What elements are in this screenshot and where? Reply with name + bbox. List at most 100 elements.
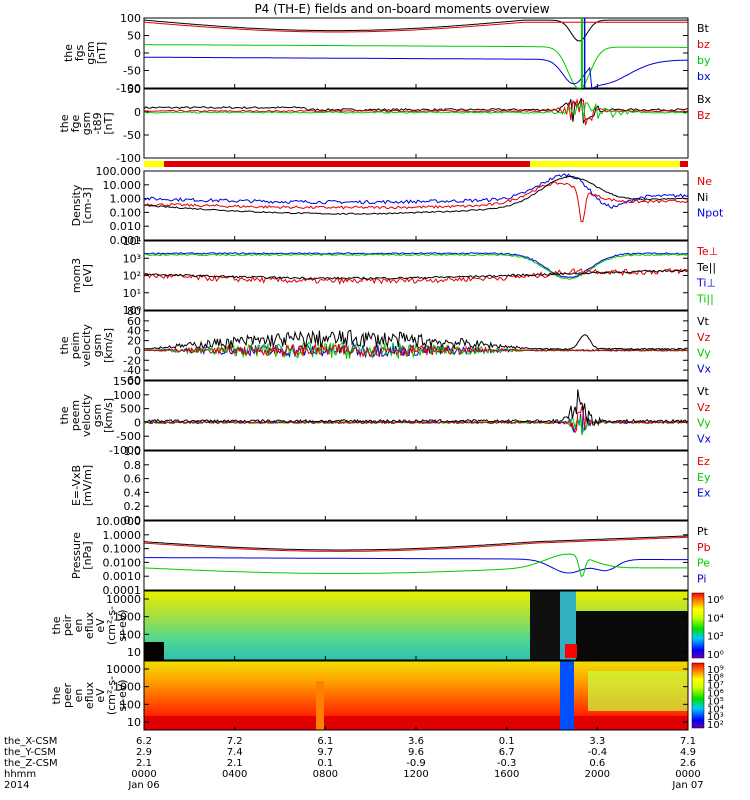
ephem-0-value-3: 3.6 [408, 736, 424, 747]
efield-legend-ex: Ex [697, 487, 711, 500]
efield-ytick-label-3: 0.4 [124, 486, 142, 499]
ephem-0-value-2: 6.1 [317, 736, 333, 747]
peir_spectrogram-colorbar-tick-0: 10⁶ [707, 595, 724, 606]
peir_spectrogram-ylabel-line-3: eflux [83, 611, 96, 639]
ephem-label-2: the_Z-CSM [4, 758, 58, 769]
peir_spectrogram-ylabel-line-5: (cm²-s- [105, 606, 118, 645]
ephem-2-value-5: 0.6 [589, 758, 605, 769]
peim_velocity-legend-vt: Vt [697, 315, 710, 328]
density-legend-ne: Ne [697, 175, 712, 188]
fgs-ytick-label-4: -100 [116, 82, 141, 95]
peir-black-block-2 [575, 611, 688, 660]
ephem-0-value-6: 7.1 [680, 736, 696, 747]
fge-ytick-label-2: -50 [123, 129, 141, 142]
trace-ne [143, 181, 689, 222]
peer-red-floor [144, 716, 688, 730]
trace-by [144, 44, 688, 89]
ephem-1-value-2: 9.7 [317, 747, 333, 758]
peem_velocity-ylabel-line-1: peem [69, 400, 82, 431]
peir_spectrogram-ytick-label-3: 10 [127, 646, 141, 659]
temperature-ytick-label-4: 10⁰ [123, 304, 142, 317]
peer_spectrogram-colorbar-tick-1: 10⁸ [707, 673, 724, 684]
peer_spectrogram-colorbar-tick-4: 10⁵ [707, 696, 724, 707]
trace-ti-perp [143, 252, 689, 278]
trace-bz [143, 21, 688, 33]
peer_spectrogram-ytick-label-0: 10000 [106, 663, 141, 676]
efield-ytick-label-0: 1.0 [124, 445, 142, 458]
peer-orange-stripe [316, 681, 324, 730]
panel-efield: 1.00.80.60.40.20.0 E=-VxB[mV/m] Ez Ey Ex [70, 445, 711, 527]
efield-ylabel: E=-VxB[mV/m] [70, 465, 94, 506]
ephem-label-3: hhmm [4, 769, 36, 780]
peer_spectrogram-colorbar [691, 662, 705, 729]
fge-ytick-label-3: -100 [116, 152, 141, 165]
panels-group: 100500-50-100thefgsgsm[nT]Btbzbybx500-50… [50, 12, 724, 731]
peim_velocity-ylabel-line-0: the [58, 336, 71, 354]
efield-ylabel-line-0: E=-VxB [70, 465, 83, 506]
trace-peim-vz [144, 342, 689, 359]
peer_spectrogram-colorbar-tick-0: 10⁹ [707, 665, 724, 676]
fgs-ytick-label-1: 50 [127, 30, 141, 43]
trace-ti-par [143, 253, 689, 280]
peim_velocity-ytick-label-7: -60 [123, 374, 141, 387]
density-traces [143, 173, 689, 222]
panel-peer_spectrogram: 10⁹10⁸10⁷10⁶10⁵10⁴10³10²10000100010010th… [50, 660, 724, 731]
mode-bar-yellow-left [144, 161, 164, 167]
ephem-3-value-5: 2000 [585, 769, 610, 780]
temperature-traces [143, 252, 689, 286]
peir-black-low-left [144, 642, 164, 660]
temperature-legend-ti⊥: Ti⊥ [696, 277, 716, 290]
ephem-3-value-0: 0000 [131, 769, 156, 780]
peir_spectrogram-ylabel-line-6: sr-eV) [116, 609, 129, 641]
peir_spectrogram-ylabel-line-1: peir [61, 614, 74, 636]
trace-pt [143, 535, 689, 551]
peer_spectrogram-colorbar-tick-7: 10² [707, 720, 724, 731]
peer_spectrogram-colorbar-tick-3: 10⁶ [707, 689, 724, 700]
ephem-label-1: the_Y-CSM [4, 747, 56, 758]
density-ytick-label-5: 0.001 [110, 234, 142, 247]
fgs-ylabel-line-2: gsm [84, 41, 97, 64]
ephem-3-value-3: 1200 [403, 769, 428, 780]
peim_velocity-ytick-label-5: -20 [123, 354, 141, 367]
peem_velocity-ytick-label-2: 500 [120, 403, 141, 416]
pressure-traces [143, 535, 689, 578]
peir_spectrogram-ylabel-line-4: eV [94, 618, 107, 633]
peim_velocity-legend-vx: Vx [697, 362, 712, 375]
density-ytick-label-0: 100.000 [96, 165, 142, 178]
peer_spectrogram-ytick-label-3: 10 [127, 716, 141, 729]
efield-ytick-label-1: 0.8 [124, 459, 142, 472]
temperature-ytick-label-0: 10⁴ [123, 235, 142, 248]
pressure-legend-pe: Pe [697, 557, 710, 570]
peim_velocity-ylabel-line-1: peim [69, 332, 82, 360]
ephem-2-value-3: -0.9 [406, 758, 426, 769]
ephem-0-value-4: 0.1 [499, 736, 515, 747]
ephem-1-value-1: 7.4 [227, 747, 243, 758]
mode-bar-red [164, 161, 530, 167]
peim_velocity-ylabel-line-2: velocity [80, 324, 93, 367]
ephem-3-value-2: 0800 [313, 769, 338, 780]
ephemeris-table: the_X-CSM 6.2 7.2 6.1 3.6 0.1 3.3 7.1 the_Y-CSM 2… [4, 736, 704, 791]
ephem-1-value-5: -0.4 [588, 747, 608, 758]
trace-fge-bx [143, 97, 689, 125]
pressure-ytick-label-4: 0.0010 [103, 570, 142, 583]
fgs-ylabel-line-3: [nT] [95, 42, 108, 64]
peir-black-block-1 [530, 591, 560, 660]
peem_velocity-traces [143, 389, 689, 436]
trace-peem-vt [143, 389, 689, 427]
ephem-2-value-0: 2.1 [136, 758, 152, 769]
pressure-ytick-label-2: 0.1000 [103, 543, 142, 556]
temperature-ytick-label-2: 10² [123, 270, 141, 283]
temperature-ylabel-line-1: [eV] [81, 264, 94, 287]
peer_spectrogram-ytick-label-2: 100 [120, 698, 141, 711]
peer_spectrogram-ylabel-line-1: peer [61, 683, 74, 709]
ephem-1-value-6: 4.9 [680, 747, 696, 758]
peem_velocity-ytick-label-4: -500 [116, 430, 141, 443]
peem_velocity-ylabel-line-3: gsm [91, 404, 104, 427]
